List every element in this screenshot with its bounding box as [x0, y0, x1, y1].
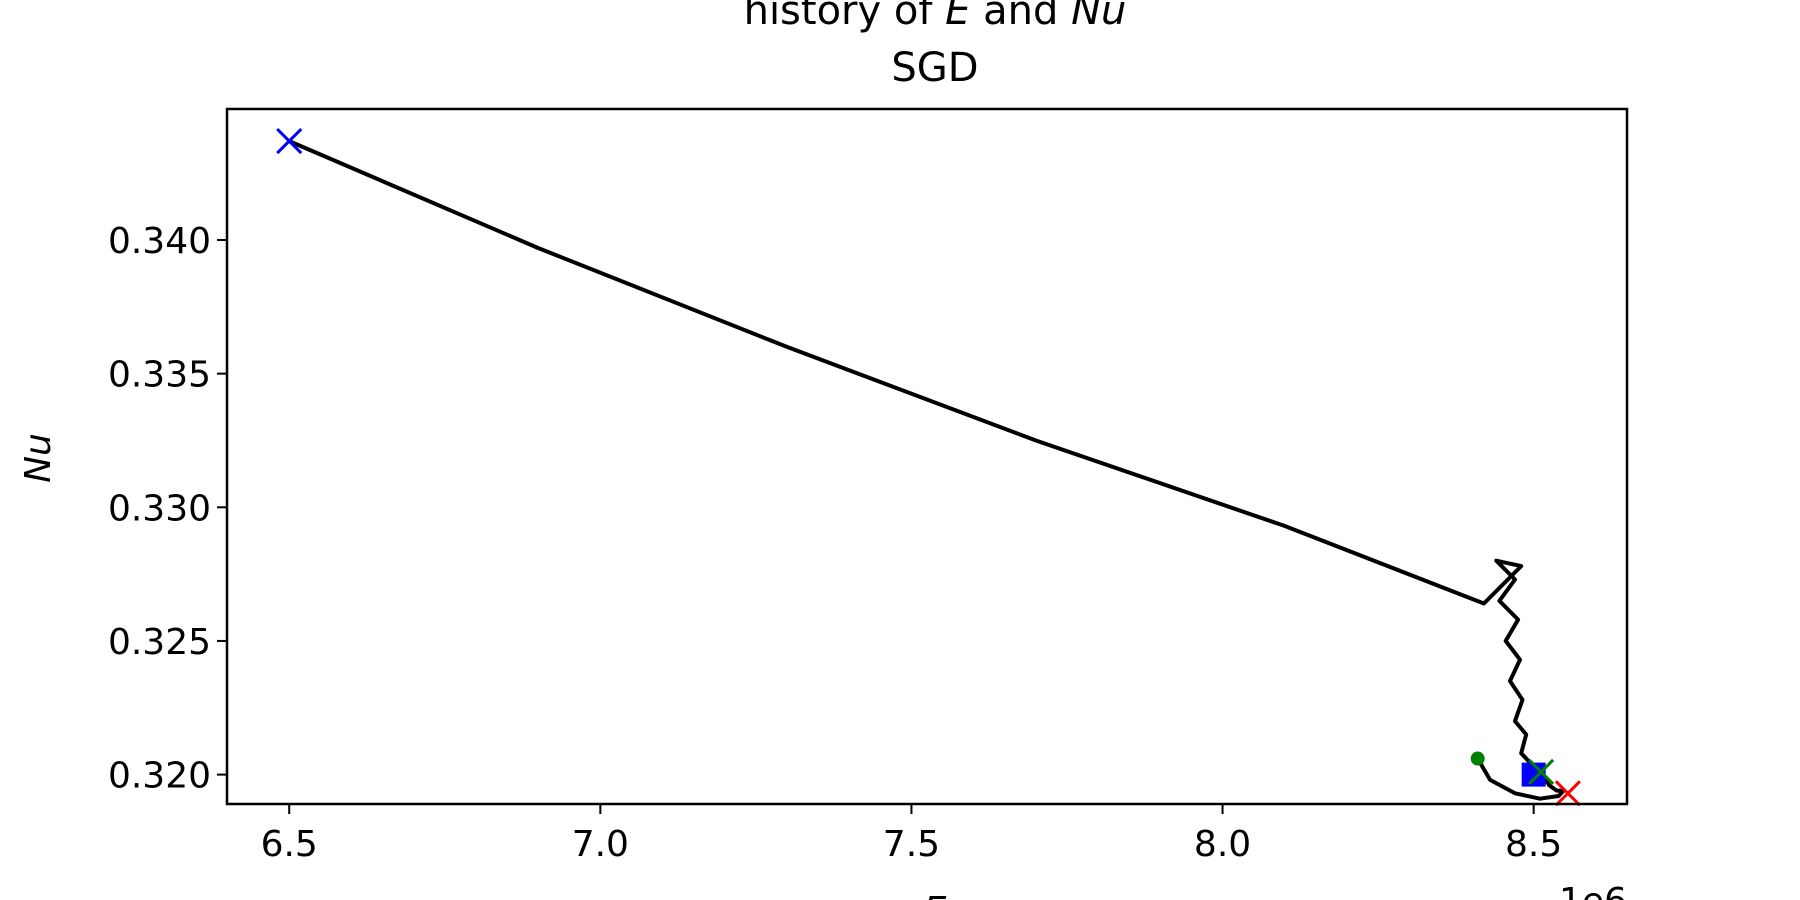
marker-start [276, 128, 303, 155]
y-tick-label: 0.320 [108, 756, 211, 797]
plot-area [276, 128, 1581, 807]
plot-frame [225, 107, 1629, 806]
y-tick-label: 0.330 [108, 488, 211, 529]
x-offset-label: 1e6 [1559, 881, 1627, 900]
chart-subtitle: SGD [891, 45, 978, 91]
x-tick-label: 7.5 [883, 824, 940, 865]
x-axis-label: E [924, 890, 947, 900]
marker-target [1521, 762, 1546, 787]
marker-best [1528, 758, 1555, 785]
y-tick-label: 0.340 [108, 221, 211, 262]
x-axis: 6.5 7.0 7.5 8.0 8.5 [261, 804, 1562, 865]
y-axis-label: Nu [18, 433, 59, 483]
x-tick-label: 8.0 [1194, 824, 1251, 865]
marker-other [1554, 780, 1581, 807]
y-axis: 0.320 0.325 0.330 0.335 0.340 [108, 221, 227, 797]
y-tick-label: 0.325 [108, 622, 211, 663]
x-tick-label: 6.5 [261, 824, 318, 865]
y-tick-label: 0.335 [108, 355, 211, 396]
chart-title: history of E and Nu [744, 0, 1127, 34]
marker-end [1470, 751, 1485, 766]
x-tick-label: 8.5 [1505, 824, 1562, 865]
x-tick-label: 7.0 [572, 824, 629, 865]
